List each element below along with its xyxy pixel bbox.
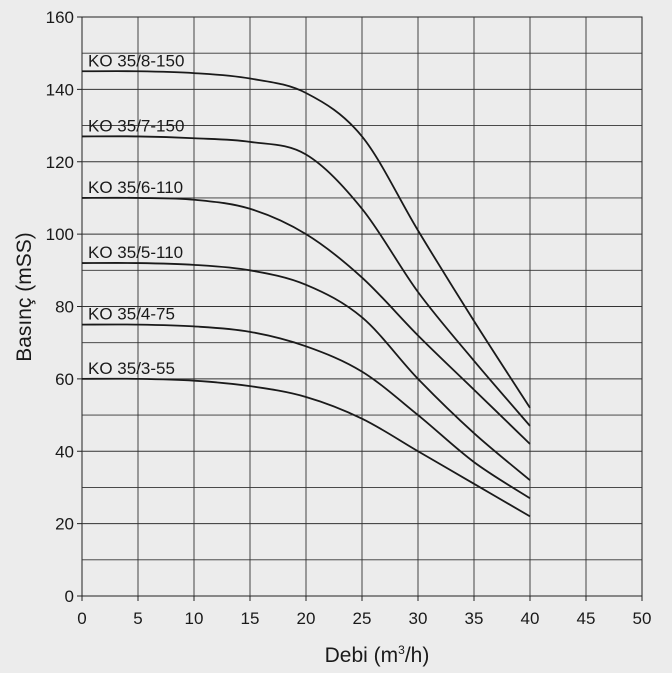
x-tick-label: 50 (633, 609, 652, 628)
series-line (81, 262, 531, 481)
grid (81, 16, 643, 597)
y-tick-label: 20 (55, 515, 74, 534)
series-line (81, 323, 531, 500)
x-tick-label: 30 (409, 609, 428, 628)
x-tick-label: 25 (353, 609, 372, 628)
x-axis-ticks: 0 5 10 15 20 25 30 35 40 45 50 (77, 596, 651, 628)
x-tick-label: 40 (521, 609, 540, 628)
y-tick-label: 40 (55, 442, 74, 461)
series-label: KO 35/6-110 (88, 178, 183, 197)
y-tick-label: 140 (46, 80, 74, 99)
y-tick-label: 100 (46, 225, 74, 244)
x-axis-label-sup: 3 (398, 643, 405, 657)
x-tick-label: 10 (185, 609, 204, 628)
y-axis-ticks: 0 20 40 60 80 100 120 140 160 (46, 8, 82, 606)
x-tick-label: 45 (577, 609, 596, 628)
series-label: KO 35/4-75 (88, 305, 175, 324)
series-label: KO 35/5-110 (88, 243, 183, 262)
x-tick-label: 0 (77, 609, 86, 628)
x-axis-label-main: Debi (m (325, 644, 399, 667)
series-labels: KO 35/8-150 KO 35/7-150 KO 35/6-110 KO 35/5… (88, 51, 184, 378)
x-tick-label: 20 (297, 609, 316, 628)
series-label: KO 35/3-55 (88, 359, 175, 378)
series-lines (81, 70, 531, 518)
series-line (81, 70, 531, 409)
x-tick-label: 15 (241, 609, 260, 628)
series-label: KO 35/8-150 (88, 51, 184, 70)
y-axis-label: Basınç (mSS) (13, 232, 36, 362)
y-tick-label: 60 (55, 370, 74, 389)
series-line (81, 135, 531, 427)
x-axis-label: Debi (m3/h) (325, 643, 430, 667)
series-label: KO 35/7-150 (88, 116, 184, 135)
y-tick-label: 120 (46, 153, 74, 172)
y-tick-label: 80 (55, 298, 74, 317)
y-tick-label: 0 (65, 587, 74, 606)
series-line (81, 196, 531, 445)
x-axis-label-tail: /h) (405, 644, 430, 667)
y-tick-label: 160 (46, 8, 74, 27)
series-line (81, 377, 531, 518)
x-tick-label: 35 (465, 609, 484, 628)
x-tick-label: 5 (133, 609, 142, 628)
